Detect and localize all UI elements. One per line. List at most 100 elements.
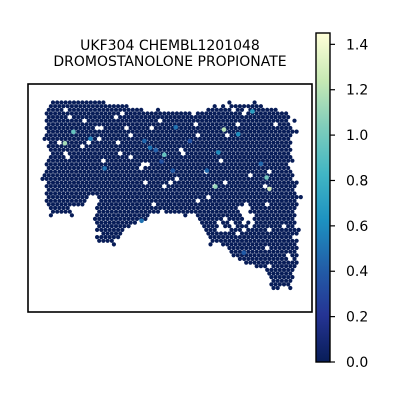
spot	[105, 180, 110, 185]
spot	[235, 151, 240, 156]
spot	[252, 253, 257, 258]
spot	[151, 173, 156, 178]
spot	[137, 169, 142, 174]
spot	[84, 136, 89, 141]
spot	[59, 115, 64, 120]
spot	[206, 136, 211, 141]
spot	[82, 104, 87, 109]
spot	[74, 125, 79, 131]
spot	[231, 129, 236, 134]
spot	[168, 209, 173, 214]
spot	[76, 180, 81, 185]
spot	[134, 136, 140, 141]
spot	[244, 122, 249, 127]
spot	[97, 195, 102, 200]
spot	[206, 115, 211, 120]
spot	[233, 140, 238, 145]
spot	[103, 118, 108, 123]
colorbar-tick-label: 0.0	[346, 355, 368, 371]
spot	[227, 115, 232, 120]
spot	[122, 151, 127, 156]
spot	[46, 144, 51, 149]
spot	[101, 136, 106, 141]
spot	[111, 213, 116, 218]
spot	[176, 115, 182, 120]
colorbar	[315, 32, 331, 363]
spot	[185, 144, 190, 149]
spot	[202, 151, 207, 156]
spot	[221, 176, 226, 181]
spot	[92, 216, 98, 221]
spot	[53, 147, 58, 152]
spot	[82, 198, 87, 203]
spot	[281, 267, 287, 272]
spot	[273, 275, 278, 280]
spot	[55, 129, 60, 134]
spot	[254, 213, 259, 218]
spot	[250, 169, 255, 174]
spot	[124, 140, 129, 145]
spot	[281, 129, 287, 134]
spot	[191, 169, 196, 174]
spot	[61, 155, 66, 160]
spot	[233, 184, 238, 189]
spot	[69, 198, 74, 203]
spot	[149, 162, 154, 167]
spot	[67, 165, 72, 171]
spot	[246, 133, 251, 138]
spot	[275, 191, 280, 196]
spot	[172, 144, 177, 149]
spot	[250, 140, 255, 145]
spot	[248, 231, 253, 236]
highlight-spot	[173, 125, 178, 130]
spot	[197, 115, 203, 120]
spot	[242, 162, 247, 167]
spot	[279, 242, 284, 247]
spot	[59, 107, 64, 112]
spot	[95, 155, 100, 160]
spot	[109, 231, 114, 236]
spot	[218, 144, 224, 149]
spot	[128, 205, 133, 211]
spot	[221, 198, 226, 203]
spot	[235, 165, 240, 171]
spot	[214, 115, 219, 120]
spot	[118, 129, 123, 134]
spot	[103, 191, 108, 196]
spot	[244, 224, 249, 229]
spot	[227, 216, 232, 221]
spot	[88, 151, 93, 156]
spot	[191, 147, 196, 152]
spot	[97, 122, 102, 127]
spot	[74, 169, 79, 174]
spot	[101, 231, 106, 236]
spot	[176, 180, 182, 185]
spot	[158, 184, 163, 189]
spot	[288, 155, 293, 160]
spot	[168, 202, 173, 207]
spot	[61, 104, 66, 109]
spot	[288, 191, 293, 196]
colorbar-tick-label: 0.4	[346, 264, 368, 280]
spot	[242, 140, 247, 145]
spot	[229, 242, 234, 247]
spot	[61, 118, 66, 123]
spot	[132, 133, 137, 138]
spot	[252, 122, 257, 127]
spot	[185, 173, 190, 178]
spot	[145, 111, 150, 116]
spot	[53, 169, 58, 174]
spot	[286, 165, 291, 171]
spot	[57, 118, 62, 123]
spot	[193, 209, 198, 214]
colorbar-tick-label: 1.0	[346, 128, 368, 144]
spot	[111, 191, 116, 196]
spot	[210, 238, 215, 243]
spot	[166, 205, 171, 211]
spot	[46, 136, 51, 141]
spot	[229, 205, 234, 211]
spot	[105, 151, 110, 156]
spot	[244, 115, 249, 120]
spot	[279, 256, 284, 261]
spot	[164, 180, 169, 185]
